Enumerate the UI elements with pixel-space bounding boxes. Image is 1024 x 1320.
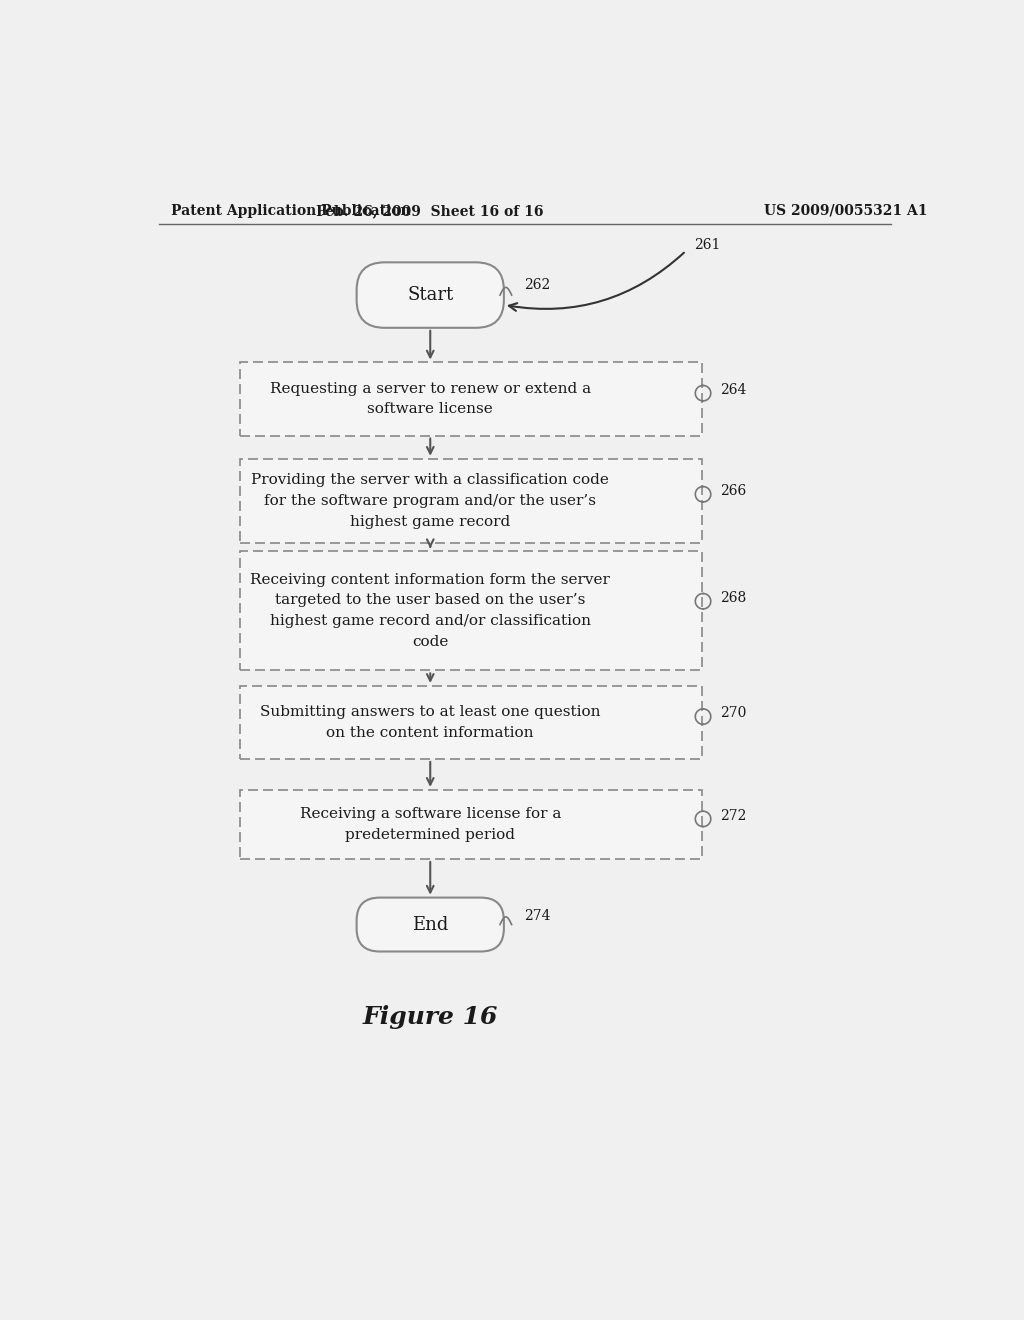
Text: 266: 266 bbox=[720, 484, 746, 498]
Bar bbox=[241, 686, 701, 759]
Text: Start: Start bbox=[408, 286, 454, 304]
FancyBboxPatch shape bbox=[356, 898, 504, 952]
Text: Submitting answers to at least one question
on the content information: Submitting answers to at least one quest… bbox=[260, 705, 600, 739]
FancyBboxPatch shape bbox=[356, 263, 504, 327]
Text: End: End bbox=[412, 916, 449, 933]
Text: Requesting a server to renew or extend a
software license: Requesting a server to renew or extend a… bbox=[269, 381, 591, 416]
Text: Providing the server with a classification code
for the software program and/or : Providing the server with a classificati… bbox=[251, 474, 609, 528]
Bar bbox=[241, 552, 701, 671]
Text: US 2009/0055321 A1: US 2009/0055321 A1 bbox=[764, 203, 927, 218]
Text: 268: 268 bbox=[720, 591, 746, 605]
Text: 261: 261 bbox=[693, 238, 720, 252]
Text: 270: 270 bbox=[720, 706, 746, 721]
Bar bbox=[241, 459, 701, 544]
Bar bbox=[241, 363, 701, 436]
Text: 264: 264 bbox=[720, 383, 746, 397]
Text: Receiving a software license for a
predetermined period: Receiving a software license for a prede… bbox=[300, 807, 561, 842]
Bar bbox=[241, 789, 701, 859]
Text: Figure 16: Figure 16 bbox=[362, 1005, 498, 1030]
Text: 274: 274 bbox=[524, 909, 551, 924]
Text: Patent Application Publication: Patent Application Publication bbox=[171, 203, 411, 218]
Text: 272: 272 bbox=[720, 809, 746, 822]
Text: Feb. 26, 2009  Sheet 16 of 16: Feb. 26, 2009 Sheet 16 of 16 bbox=[316, 203, 544, 218]
Text: Receiving content information form the server
targeted to the user based on the : Receiving content information form the s… bbox=[250, 573, 610, 648]
Text: 262: 262 bbox=[524, 279, 550, 292]
